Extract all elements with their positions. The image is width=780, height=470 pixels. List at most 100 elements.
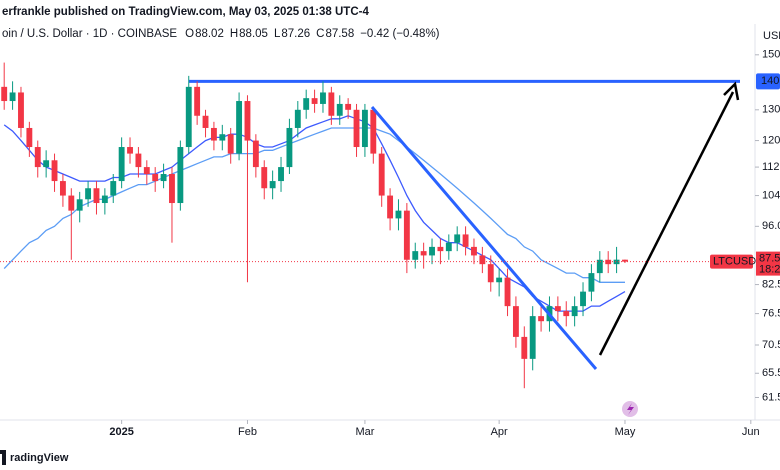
- candle-body: [521, 336, 528, 359]
- candle-body: [219, 134, 226, 141]
- y-tick-label: 130: [762, 104, 780, 116]
- candle-body: [571, 306, 578, 317]
- y-tick-label: 61.5: [762, 391, 780, 403]
- candle-body: [496, 277, 503, 283]
- y-tick-label: 96.0: [762, 220, 780, 232]
- candle-body: [320, 92, 326, 104]
- candle-body: [227, 134, 234, 154]
- candle-body: [462, 234, 469, 247]
- candle-body: [160, 174, 167, 182]
- candle-body: [529, 316, 536, 359]
- candle-body: [487, 264, 494, 283]
- candle-body: [76, 199, 83, 211]
- candle-body: [345, 103, 352, 110]
- resistance-label: 140: [761, 75, 779, 87]
- candle-body: [194, 86, 201, 116]
- arrow-line: [598, 91, 735, 356]
- candle-body: [110, 181, 117, 196]
- candle-body: [596, 259, 603, 274]
- candle-body: [135, 153, 142, 168]
- candle-body: [370, 109, 377, 154]
- candle-body: [26, 127, 33, 148]
- brand: radingView: [10, 452, 69, 464]
- y-tick-label: 150: [762, 49, 780, 61]
- candle-body: [93, 188, 100, 204]
- candle-body: [236, 101, 243, 154]
- y-tick-label: 104: [762, 189, 780, 201]
- ticker-label: LTCUSD: [713, 256, 756, 268]
- candle-body: [471, 246, 477, 256]
- candle-body: [51, 160, 58, 182]
- candle-body: [294, 109, 301, 128]
- ohlc-value: 87.58: [325, 28, 354, 40]
- trend-line: [370, 106, 598, 370]
- candle-body: [244, 101, 251, 141]
- candle-body: [1, 86, 8, 102]
- candle-body: [563, 311, 570, 317]
- candle-body: [395, 210, 402, 219]
- x-tick-label: Mar: [355, 426, 374, 438]
- candle-body: [512, 306, 519, 337]
- ohlc-letter: H: [230, 28, 238, 40]
- last-price: 87.58: [759, 253, 780, 265]
- y-tick-label: 112: [762, 161, 780, 173]
- candle-body: [361, 109, 368, 148]
- ticker-label-bg: [710, 254, 753, 269]
- candle-body: [59, 181, 66, 196]
- ohlc-value: 88.05: [239, 28, 268, 40]
- plot-area: [1, 62, 740, 389]
- candle-body: [622, 259, 628, 262]
- x-tick-label: Jun: [742, 426, 760, 438]
- candle-body: [613, 259, 620, 265]
- x-tick-label: Apr: [491, 426, 508, 438]
- candle-body: [34, 147, 41, 168]
- candle-body: [445, 242, 452, 252]
- candle-body: [429, 246, 435, 256]
- candle-body: [420, 251, 427, 256]
- candle-body: [311, 98, 318, 104]
- candle-body: [143, 167, 150, 175]
- candle-body: [177, 147, 184, 204]
- candle-body: [9, 92, 16, 102]
- symbol: oin / U.S. Dollar · 1D · COINBASE: [2, 28, 177, 40]
- x-tick-label: 2025: [109, 426, 133, 438]
- arrow-head: [723, 81, 740, 101]
- y-tick-label: 70.5: [762, 339, 780, 351]
- ohlc-letter: O: [185, 28, 194, 40]
- candle-body: [580, 291, 586, 307]
- candle-body: [504, 277, 511, 307]
- moving-average: [3, 115, 626, 312]
- x-tick-label: May: [615, 426, 636, 438]
- countdown: 18:2: [759, 264, 780, 276]
- candle-body: [152, 174, 159, 182]
- candle-body: [387, 195, 394, 219]
- candle-body: [252, 140, 259, 168]
- candle-body: [210, 127, 217, 141]
- candle-body: [479, 255, 486, 265]
- ohlc-value: 87.26: [281, 28, 310, 40]
- y-tick-label: 65.5: [762, 367, 780, 379]
- candle-body: [454, 234, 461, 243]
- candle-body: [127, 147, 133, 154]
- ohlc-letter: L: [274, 28, 281, 40]
- candle-body: [538, 316, 545, 322]
- candle-body: [202, 115, 209, 128]
- candle-body: [554, 306, 561, 312]
- ohlc-value: 88.02: [195, 28, 224, 40]
- candle-body: [269, 181, 276, 189]
- candle-body: [378, 153, 385, 196]
- candle-body: [286, 127, 293, 168]
- resistance-label-bg: [756, 73, 780, 90]
- candle-body: [261, 167, 268, 189]
- candle-body: [328, 92, 335, 116]
- candle-body: [437, 246, 444, 252]
- event-icon-bolt: [627, 403, 634, 415]
- change: −0.42 (−0.48%): [360, 28, 439, 40]
- publisher-line: erfrankle published on TradingView.com, …: [2, 6, 369, 18]
- candle-body: [18, 92, 24, 128]
- candle-body: [185, 86, 192, 148]
- candle-body: [336, 103, 343, 116]
